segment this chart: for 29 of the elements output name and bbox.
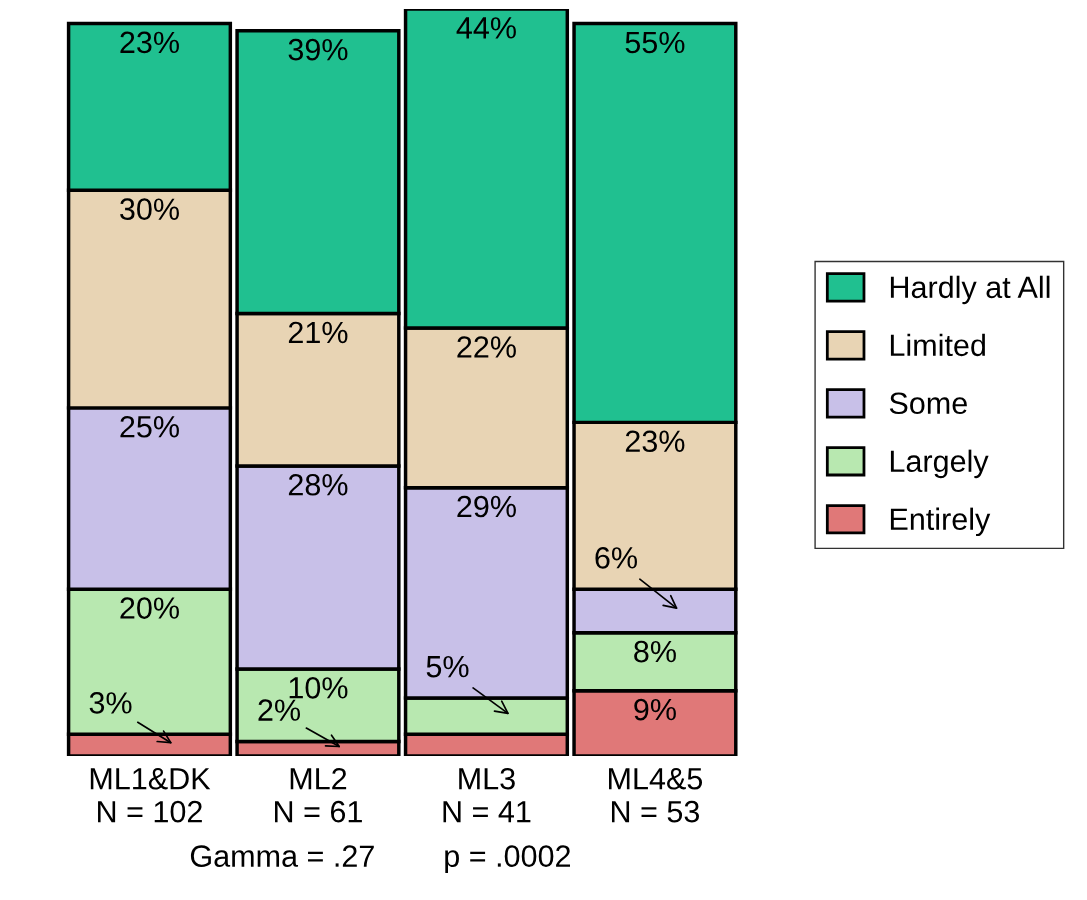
data-label: 30% <box>120 198 179 221</box>
data-label: 44% <box>456 17 516 39</box>
data-label: 2% <box>258 699 301 721</box>
data-label: 3% <box>89 692 132 714</box>
data-label: 25% <box>120 415 179 438</box>
x-tick-label: ML3 N = 41 <box>443 767 531 823</box>
data-label: 9% <box>634 698 676 721</box>
data-label: 20% <box>120 597 179 619</box>
data-label: 10% <box>289 677 348 699</box>
data-label: 29% <box>457 495 516 518</box>
data-label: 21% <box>288 321 348 344</box>
data-label: 6% <box>595 547 637 569</box>
data-label: 28% <box>288 473 348 496</box>
legend-label: Entirely <box>890 507 991 537</box>
x-tick-label: ML2 N = 61 <box>275 767 362 823</box>
data-label: 22% <box>457 336 516 358</box>
legend-label: Largely <box>890 449 989 479</box>
legend-label: Hardly at All <box>890 275 1050 305</box>
legend-label: Some <box>889 392 967 415</box>
x-tick-label: ML1&DK N = 102 <box>90 768 211 823</box>
legend-label: Limited <box>890 333 985 357</box>
data-label: 55% <box>625 31 685 54</box>
data-label: 23% <box>120 31 179 54</box>
text: Gamma = .27 p = .0002 <box>190 845 570 873</box>
x-tick-label: ML4&5 N = 53 <box>609 768 703 823</box>
data-label: 8% <box>634 640 676 663</box>
data-label: 23% <box>625 430 685 453</box>
data-label: 39% <box>288 38 348 61</box>
data-label: 5% <box>426 655 469 678</box>
